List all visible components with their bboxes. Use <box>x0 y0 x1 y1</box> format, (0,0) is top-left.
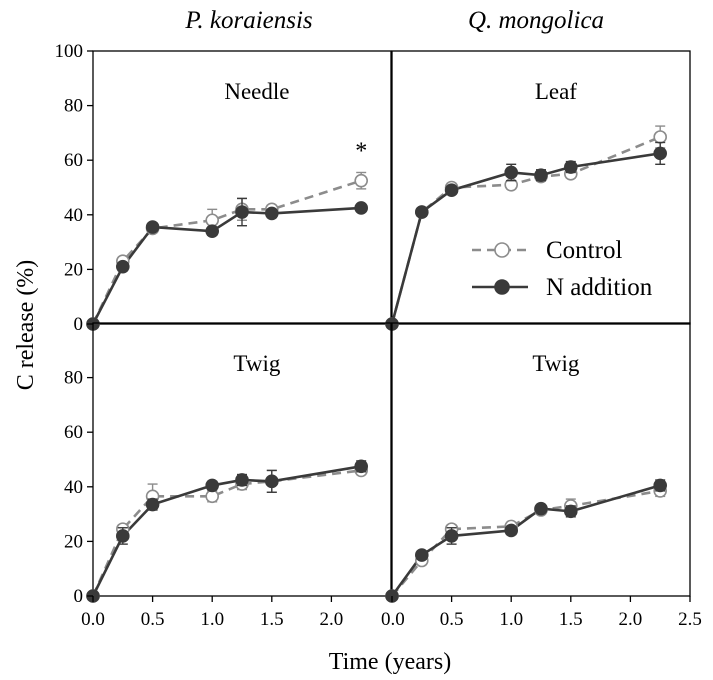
n-addition-point <box>504 523 519 538</box>
panel-frame <box>92 50 392 325</box>
y-tick-label: 100 <box>55 41 84 62</box>
n-addition-series-line <box>390 484 661 597</box>
panel-label: Twig <box>233 351 280 376</box>
n-addition-point <box>145 220 160 234</box>
x-tick-label: 1.0 <box>200 609 224 630</box>
x-tick-label: 2.0 <box>320 609 344 630</box>
legend-control-marker <box>494 242 510 258</box>
n-addition-point <box>354 459 369 474</box>
n-addition-point <box>145 497 160 512</box>
n-addition-point <box>264 474 279 489</box>
y-tick-label: 20 <box>64 531 83 552</box>
panel-2: Twig 0 20 40 60 80 0.0 0.5 1.0 1.5 2.0 <box>64 322 392 630</box>
n-addition-point <box>235 473 249 487</box>
legend: Control N addition <box>472 237 653 301</box>
x-tick-label: 0.0 <box>381 609 405 630</box>
n-addition-point <box>653 146 668 161</box>
panel-frame <box>92 322 392 597</box>
control-series-line <box>91 469 362 597</box>
panel-frame <box>391 50 691 325</box>
species-title-right: Q. mongolica <box>468 7 604 34</box>
panel-3: Twig 0.0 0.5 1.0 1.5 2.0 2.5 <box>381 322 702 630</box>
n-addition-point <box>235 205 249 219</box>
x-tick-label: 0.5 <box>440 609 464 630</box>
panel-1: Leaf Control N addition <box>385 50 691 331</box>
legend-n-addition-label: N addition <box>546 274 653 301</box>
x-tick-label: 2.0 <box>619 609 643 630</box>
legend-n-addition-marker <box>494 279 510 295</box>
control-point <box>653 130 668 144</box>
n-addition-point <box>205 478 219 493</box>
n-addition-point <box>563 504 578 519</box>
n-addition-point <box>534 168 548 183</box>
control-point <box>354 173 369 188</box>
n-addition-point <box>354 201 369 215</box>
y-tick-label: 0 <box>74 314 84 335</box>
panels-group: Needle * 0 20 40 60 80 100 Leaf Control N addition… <box>55 41 702 630</box>
species-title-left: P. koraiensis <box>184 7 312 34</box>
n-addition-point <box>205 224 219 238</box>
x-tick-label: 1.5 <box>260 609 284 630</box>
panel-frame <box>391 322 691 597</box>
panel-label: Twig <box>532 351 579 376</box>
n-addition-series-line <box>91 465 362 597</box>
control-series-line <box>391 489 661 597</box>
n-addition-point <box>563 160 578 174</box>
x-tick-label: 0.5 <box>141 609 165 630</box>
n-addition-series-line <box>91 206 362 325</box>
y-tick-label: 20 <box>64 259 83 280</box>
x-tick-label: 1.0 <box>499 609 523 630</box>
y-tick-label: 80 <box>64 368 83 389</box>
n-addition-point <box>414 548 429 562</box>
panel-label: Leaf <box>535 79 577 104</box>
n-addition-point <box>444 183 459 198</box>
x-axis-title: Time (years) <box>329 649 451 675</box>
n-addition-point <box>116 529 130 543</box>
legend-control-label: Control <box>546 237 622 264</box>
n-addition-point <box>504 165 519 180</box>
y-tick-label: 0 <box>74 586 84 607</box>
y-tick-label: 80 <box>64 96 83 117</box>
n-addition-point <box>534 501 548 516</box>
y-tick-label: 60 <box>64 422 83 443</box>
panel-0: Needle * 0 20 40 60 80 100 <box>55 41 392 335</box>
significance-marker: * <box>355 138 367 164</box>
y-axis-title: C release (%) <box>13 260 39 391</box>
x-tick-label: 0.0 <box>81 609 105 630</box>
panel-label: Needle <box>224 79 289 104</box>
x-tick-label: 2.5 <box>678 609 702 630</box>
n-addition-point <box>653 478 668 493</box>
y-tick-label: 60 <box>64 150 83 171</box>
y-tick-label: 40 <box>64 477 83 498</box>
n-addition-point <box>264 206 279 221</box>
n-addition-point <box>116 259 130 274</box>
n-addition-point <box>444 529 459 543</box>
n-addition-point <box>414 205 429 219</box>
x-tick-label: 1.5 <box>559 609 583 630</box>
y-tick-label: 40 <box>64 205 83 226</box>
